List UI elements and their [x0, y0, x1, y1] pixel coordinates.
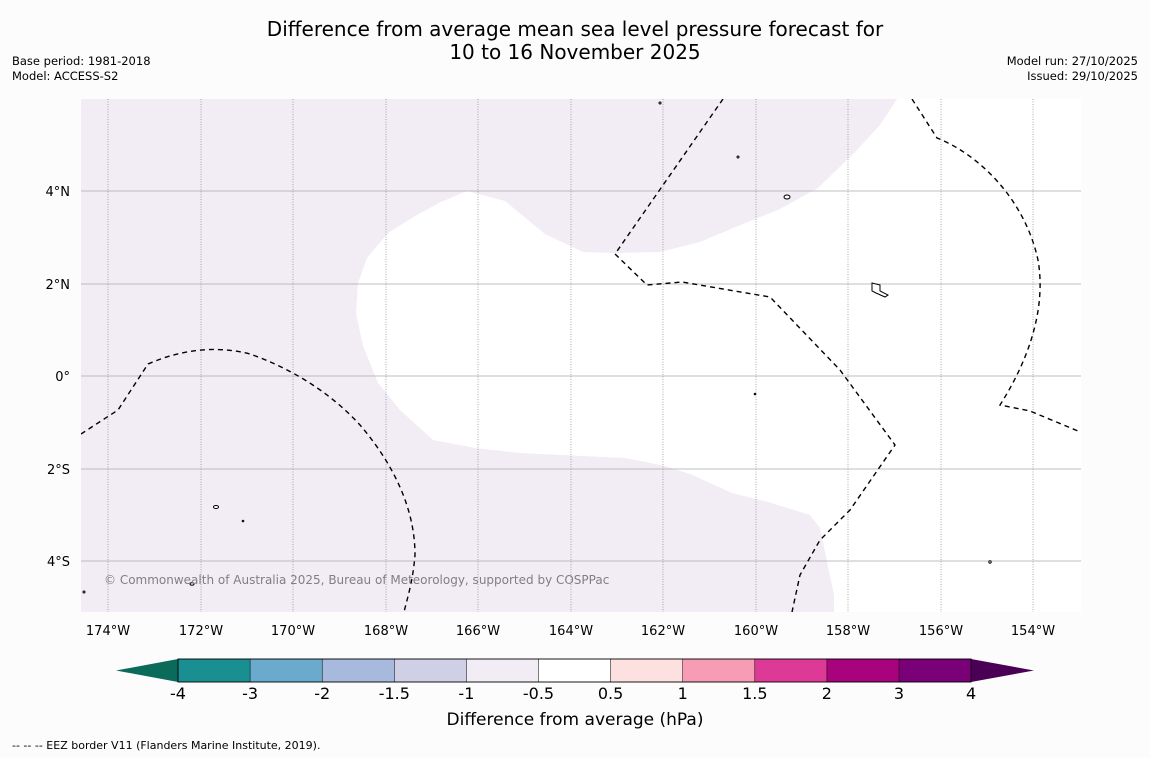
colorbar-tick-label: 4	[966, 684, 976, 703]
colorbar-tick-label: -0.5	[523, 684, 554, 703]
lon-label: 164°W	[549, 624, 593, 639]
lon-label: 174°W	[86, 624, 130, 639]
colorbar-tick-label: -2	[314, 684, 330, 703]
colorbar-tick-label: -4	[170, 684, 186, 703]
graticule	[81, 99, 1081, 612]
copyright-notice: © Commonwealth of Australia 2025, Bureau…	[104, 573, 609, 587]
meta-left: Base period: 1981-2018 Model: ACCESS-S2	[12, 54, 151, 84]
neutral-region	[356, 99, 1081, 612]
island	[988, 560, 992, 564]
parallels	[81, 190, 1081, 562]
colorbar-tick-label: -1	[458, 684, 474, 703]
island	[241, 519, 245, 523]
island	[82, 590, 86, 594]
lat-label: 2°N	[46, 278, 71, 293]
lat-axis-labels: 4°N 2°N 0° 2°S 4°S	[46, 185, 71, 570]
island	[736, 155, 740, 159]
colorbar-segment	[538, 658, 612, 683]
lat-label: 4°S	[47, 555, 70, 570]
island	[783, 194, 791, 200]
title-line-2: 10 to 16 November 2025	[449, 40, 701, 64]
eez-border-central	[614, 99, 896, 612]
colorbar-segment	[682, 658, 756, 683]
lon-axis-labels: 174°W 172°W 170°W 168°W 166°W 164°W 162°…	[86, 624, 1055, 639]
colorbar-under-extension	[116, 659, 178, 682]
lat-label: 0°	[55, 370, 70, 385]
colorbar-tick-label: 2	[822, 684, 832, 703]
colorbar-segment	[249, 658, 323, 683]
lon-label: 166°W	[456, 624, 500, 639]
island	[753, 392, 757, 396]
lon-label: 162°W	[641, 624, 685, 639]
meta-right: Model run: 27/10/2025 Issued: 29/10/2025	[1007, 54, 1138, 84]
eez-footnote: -- -- -- EEZ border V11 (Flanders Marine…	[12, 739, 321, 752]
island	[189, 582, 195, 586]
lon-label: 154°W	[1011, 624, 1055, 639]
base-period: Base period: 1981-2018	[12, 54, 151, 68]
islands	[82, 101, 992, 594]
colorbar-tick-label: 3	[894, 684, 904, 703]
colorbar-label: Difference from average (hPa)	[447, 710, 704, 730]
lat-label: 4°N	[46, 185, 71, 200]
island	[213, 505, 219, 509]
colorbar-tick-label: -3	[242, 684, 258, 703]
colorbar: -4 -3 -2 -1.5 -1 -0.5 0.5 1 1.5 2 3 4 Difference fr…	[116, 658, 1034, 730]
meridians	[107, 99, 1034, 612]
lon-label: 160°W	[734, 624, 778, 639]
colorbar-tick-label: 0.5	[598, 684, 623, 703]
lon-label: 172°W	[179, 624, 223, 639]
eez-border-east	[911, 99, 1079, 432]
island	[658, 101, 662, 105]
colorbar-segment	[898, 658, 972, 683]
colorbar-tick-label: -1.5	[379, 684, 410, 703]
lon-label: 156°W	[919, 624, 963, 639]
colorbar-tick-label: 1	[678, 684, 688, 703]
chart-title: Difference from average mean sea level p…	[0, 18, 1150, 64]
colorbar-frame	[177, 658, 972, 683]
lon-label: 168°W	[364, 624, 408, 639]
issued-date: Issued: 29/10/2025	[1027, 69, 1138, 83]
model-run: Model run: 27/10/2025	[1006, 54, 1138, 68]
colorbar-segment	[754, 658, 828, 683]
eez-borders	[81, 99, 1079, 612]
colorbar-over-extension	[971, 659, 1034, 682]
model-name: Model: ACCESS-S2	[12, 69, 119, 83]
colorbar-segment	[394, 658, 467, 683]
title-line-1: Difference from average mean sea level p…	[266, 17, 884, 41]
colorbar-tick-label: 1.5	[742, 684, 767, 703]
colorbar-segment	[610, 658, 684, 683]
lon-label: 158°W	[826, 624, 870, 639]
map-panel: © Commonwealth of Australia 2025, Bureau…	[81, 99, 1081, 612]
colorbar-segment	[177, 658, 251, 683]
island-kiritimati	[871, 282, 889, 298]
lat-label: 2°S	[47, 463, 70, 478]
colorbar-segment	[466, 658, 540, 683]
colorbar-segment	[321, 658, 395, 683]
lon-label: 170°W	[271, 624, 315, 639]
colorbar-segment	[826, 658, 900, 683]
eez-border-west	[81, 348, 416, 612]
